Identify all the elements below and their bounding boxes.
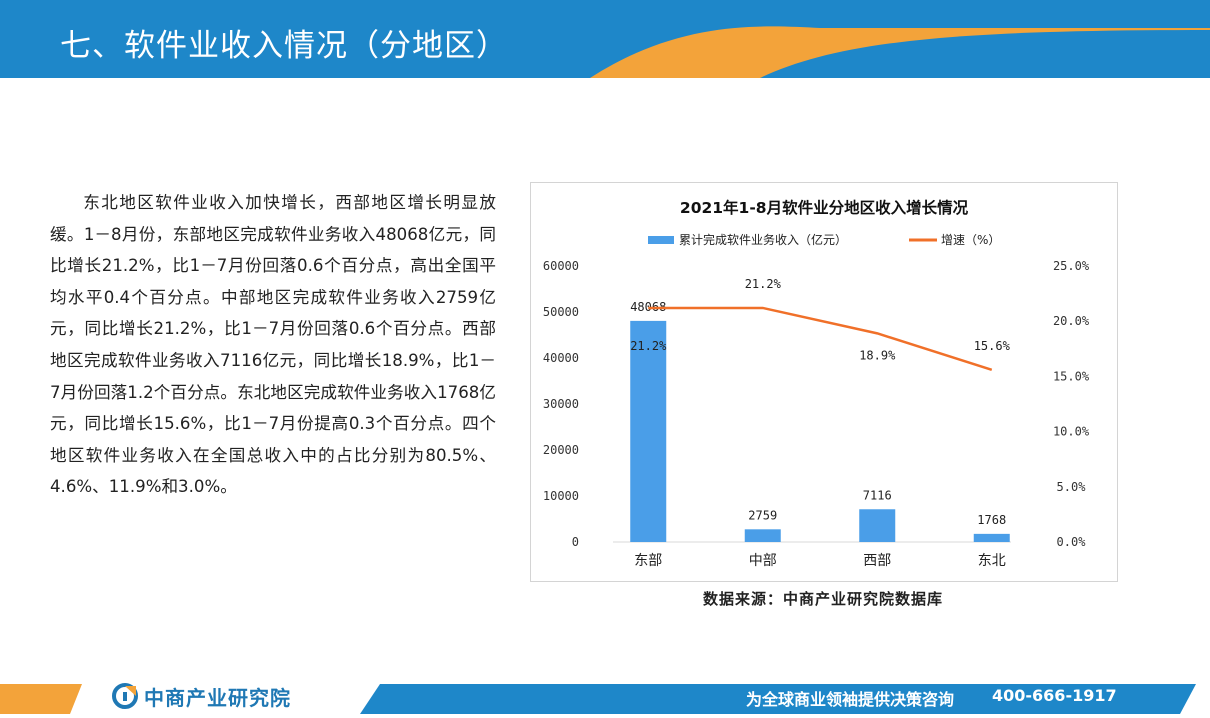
footer-slogan: 为全球商业领袖提供决策咨询 — [746, 690, 955, 709]
bar — [859, 509, 896, 542]
footer-blue-right — [360, 684, 1196, 714]
chart-title: 2021年1-8月软件业分地区收入增长情况 — [680, 198, 969, 217]
logo-text: 中商产业研究院 — [144, 685, 291, 710]
source-note: 数据来源：中商产业研究院数据库 — [702, 590, 943, 608]
logo-icon — [112, 683, 138, 709]
y-left-tick-label: 60000 — [543, 259, 579, 273]
legend-swatch-bar — [648, 236, 674, 244]
bar-data-label: 2759 — [748, 508, 777, 522]
line-data-label: 21.2% — [745, 277, 782, 291]
bar — [630, 320, 667, 542]
footer-logo: 中商产业研究院 — [112, 683, 291, 710]
footer-bar — [0, 684, 1196, 714]
x-category-label: 中部 — [749, 553, 777, 569]
plot-area: 0 10000 20000 30000 40000 50000 60000 0.0% 5.0% 1… — [543, 259, 1090, 569]
bar-data-label: 7116 — [863, 488, 892, 502]
y-left-tick-label: 10000 — [543, 489, 579, 503]
bar — [973, 533, 1010, 542]
page-title: 七、软件业收入情况（分地区） — [60, 28, 508, 64]
y-left-tick-label: 0 — [572, 535, 579, 549]
bar — [744, 529, 781, 542]
body-paragraph: 东北地区软件业收入加快增长，西部地区增长明显放缓。1－8月份，东部地区完成软件业… — [50, 193, 496, 497]
legend-label-line: 增速（%） — [941, 233, 1000, 247]
y-right-tick-label: 5.0% — [1057, 480, 1087, 494]
x-category-label: 东部 — [634, 553, 662, 569]
growth-line — [648, 306, 993, 371]
y-left-tick-label: 20000 — [543, 443, 579, 457]
legend: 累计完成软件业务收入（亿元） 增速（%） — [648, 232, 1000, 247]
bar-data-label: 1768 — [977, 513, 1006, 527]
y-left-tick-label: 50000 — [543, 305, 579, 319]
y-right-tick-label: 15.0% — [1053, 369, 1090, 383]
y-right-tick-label: 10.0% — [1053, 425, 1090, 439]
y-left-tick-label: 30000 — [543, 397, 579, 411]
line-data-label: 18.9% — [859, 348, 896, 362]
chart-container: 2021年1-8月软件业分地区收入增长情况 累计完成软件业务收入（亿元） 增速（… — [530, 182, 1118, 582]
line-data-label: 15.6% — [974, 339, 1011, 353]
x-category-label: 西部 — [863, 553, 891, 569]
footer-orange-left — [0, 684, 82, 714]
y-right-tick-label: 25.0% — [1053, 259, 1090, 273]
chart-svg: 2021年1-8月软件业分地区收入增长情况 累计完成软件业务收入（亿元） 增速（… — [543, 198, 1090, 569]
legend-label-bar: 累计完成软件业务收入（亿元） — [679, 232, 847, 247]
y-right-tick-label: 20.0% — [1053, 314, 1090, 328]
x-category-label: 东北 — [978, 553, 1006, 569]
footer-phone: 400-666-1917 — [992, 686, 1117, 705]
line-data-label: 21.2% — [630, 339, 667, 353]
header-banner — [0, 0, 1210, 78]
header-blue-swoosh — [760, 30, 1210, 78]
y-left-tick-label: 40000 — [543, 351, 579, 365]
y-right-tick-label: 0.0% — [1057, 535, 1087, 549]
